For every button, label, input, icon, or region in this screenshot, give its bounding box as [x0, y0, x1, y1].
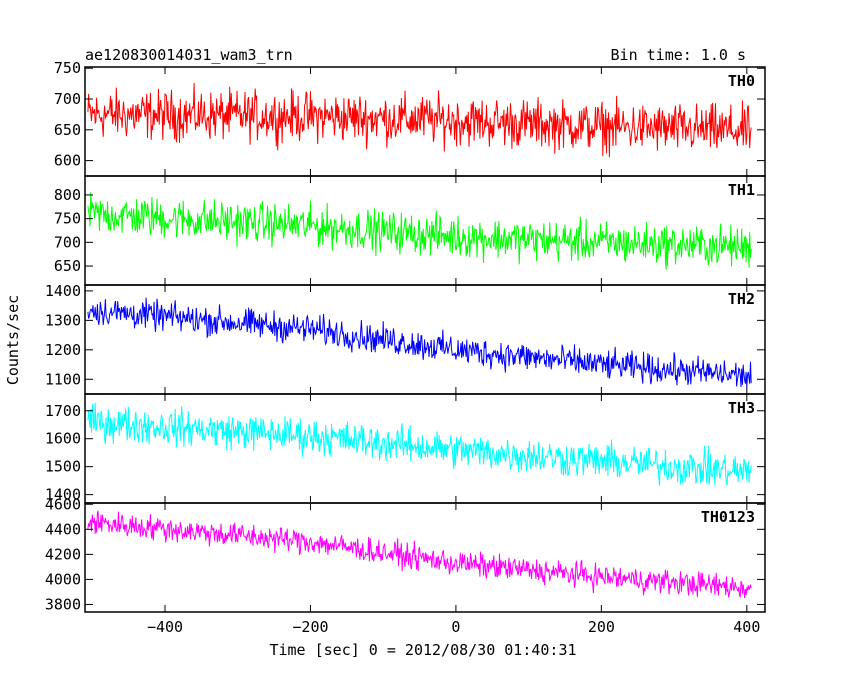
y-tick-label: 1400	[45, 282, 81, 300]
x-tick-label: −400	[147, 618, 183, 636]
series-line-th3	[87, 402, 752, 486]
y-tick-label: 700	[54, 90, 81, 108]
y-tick-label: 4400	[45, 520, 81, 538]
panel-frame	[84, 502, 766, 613]
bin-time-label: Bin time: 1.0 s	[611, 46, 746, 64]
series-line-th1	[87, 192, 752, 270]
y-tick-label: 1100	[45, 370, 81, 388]
x-axis-label: Time [sec] 0 = 2012/08/30 01:40:31	[269, 641, 576, 659]
y-tick-label: 1200	[45, 341, 81, 359]
y-tick-label: 650	[54, 257, 81, 275]
y-tick-label: 3800	[45, 595, 81, 613]
panel-label: TH0	[728, 72, 755, 90]
y-tick-label: 4200	[45, 545, 81, 563]
series-line-th0123	[87, 510, 752, 599]
panel-th0: 600 650 700 750 TH0	[54, 59, 766, 177]
x-tick-label: 200	[588, 618, 615, 636]
y-tick-label: 650	[54, 121, 81, 139]
y-tick-label: 4600	[45, 495, 81, 513]
y-tick-label: 4000	[45, 570, 81, 588]
y-tick-label: 750	[54, 59, 81, 77]
y-tick-label: 700	[54, 233, 81, 251]
y-tick-label: 1600	[45, 430, 81, 448]
panels-group: 600 650 700 750 TH0 650 700 750 800 TH1 1100 1200 13…	[45, 59, 766, 613]
x-tick-label: −200	[292, 618, 328, 636]
chart-title: ae120830014031_wam3_trn	[85, 46, 293, 64]
x-tick-label: 400	[733, 618, 760, 636]
panel-frame	[84, 393, 766, 504]
x-axis: −400 −200 0 200 400	[147, 618, 760, 636]
y-tick-label: 1400	[45, 486, 81, 504]
panel-label: TH1	[728, 181, 755, 199]
y-tick-label: 1300	[45, 311, 81, 329]
y-tick-label: 800	[54, 186, 81, 204]
series-line-th2	[87, 297, 752, 388]
y-tick-label: 1500	[45, 458, 81, 476]
series-line-th0	[87, 82, 752, 158]
y-tick-label: 750	[54, 210, 81, 228]
panel-frame	[84, 175, 766, 286]
y-axis-label: Counts/sec	[4, 295, 22, 385]
panel-th1: 650 700 750 800 TH1	[54, 175, 766, 286]
y-tick-label: 1700	[45, 402, 81, 420]
panel-label: TH0123	[701, 508, 755, 526]
panel-th3: 1400 1500 1600 1700 TH3	[45, 393, 766, 504]
panel-th0123: 3800 4000 4200 4400 4600 TH0123	[45, 495, 766, 613]
panel-th2: 1100 1200 1300 1400 TH2	[45, 282, 766, 395]
panel-label: TH3	[728, 399, 755, 417]
x-tick-label: 0	[451, 618, 460, 636]
y-tick-label: 600	[54, 152, 81, 170]
panel-label: TH2	[728, 290, 755, 308]
